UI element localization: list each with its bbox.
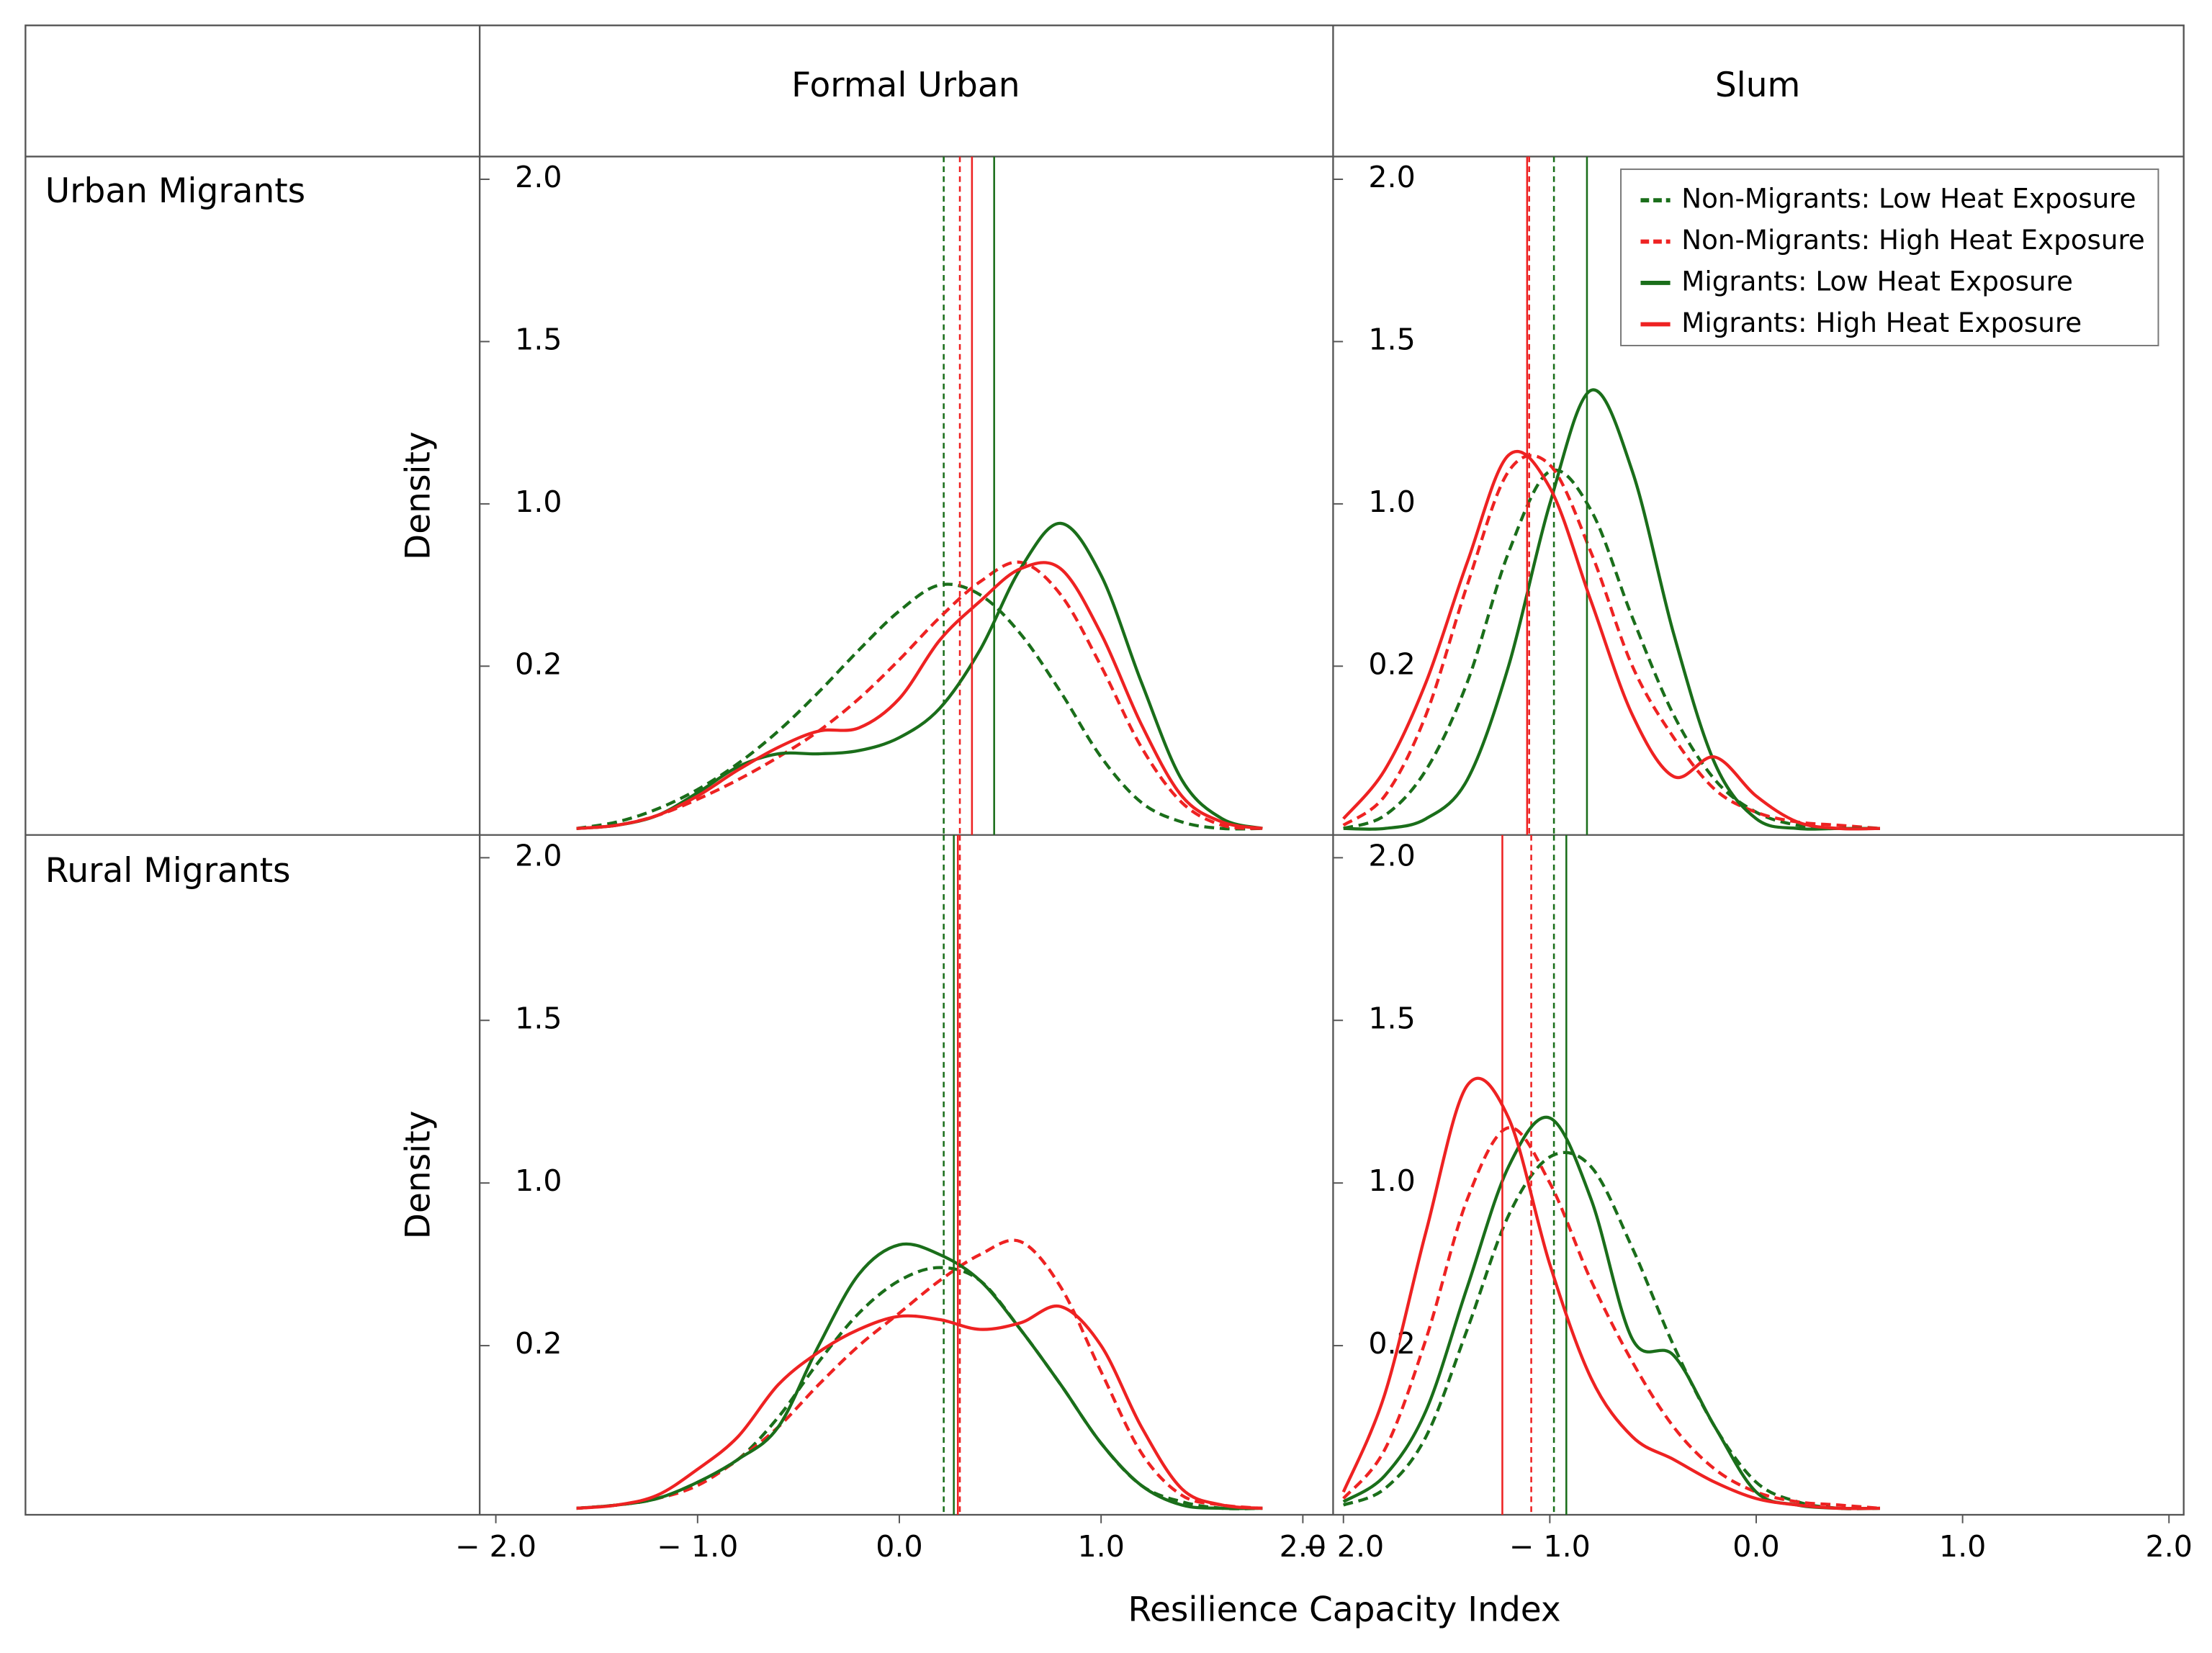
y-tick-label: 2.0 (515, 160, 562, 194)
x-tick-label: − 1.0 (1509, 1529, 1591, 1564)
y-tick-label: 1.0 (515, 1163, 562, 1198)
x-tick-label: 2.0 (2146, 1529, 2193, 1564)
legend-label: Migrants: High Heat Exposure (1681, 307, 2082, 338)
legend: Non-Migrants: Low Heat Exposure Non-Migra… (1620, 168, 2159, 346)
y-tick-label: 0.2 (515, 1326, 562, 1361)
density-curve (1342, 1150, 1880, 1510)
x-tick-label: − 1.0 (657, 1529, 738, 1564)
x-tick-label: 2.0 (1280, 1529, 1326, 1564)
x-tick-label: 1.0 (1939, 1529, 1986, 1564)
density-curve (576, 1242, 1263, 1510)
row-header: Urban Migrants (45, 171, 305, 211)
row-header: Rural Migrants (45, 851, 291, 891)
density-curve (576, 1304, 1263, 1510)
outer-border (24, 24, 2185, 1516)
y-tick-label: 1.0 (1368, 1163, 1415, 1198)
density-curve (1343, 388, 1880, 831)
legend-box (1620, 168, 2159, 346)
plot-area (576, 834, 1263, 1515)
legend-label: Migrants: Low Heat Exposure (1681, 265, 2073, 297)
y-tick-label: 1.5 (515, 322, 562, 356)
y-axis-label: Density (398, 431, 438, 560)
table-frame (24, 24, 2185, 1516)
density-curve (576, 560, 1263, 830)
y-tick-label: 1.5 (515, 1001, 562, 1035)
plot-area (1341, 834, 1881, 1515)
column-header: Formal Urban (791, 66, 1020, 105)
y-tick-label: 0.2 (1368, 647, 1415, 681)
density-curve (1342, 449, 1880, 831)
density-curve (1342, 454, 1881, 830)
x-axis-label: Resilience Capacity Index (1128, 1590, 1560, 1630)
density-curve (1342, 1126, 1881, 1510)
y-tick-label: 1.5 (1368, 322, 1415, 356)
legend-label: Non-Migrants: High Heat Exposure (1681, 224, 2145, 256)
y-axis-label: Density (398, 1111, 438, 1240)
x-tick-label: − 2.0 (1303, 1529, 1384, 1564)
plot-area (1342, 156, 1881, 835)
y-tick-label: 0.2 (515, 647, 562, 681)
density-curve (576, 582, 1263, 831)
density-curve (1341, 1076, 1880, 1510)
y-tick-label: 2.0 (1368, 838, 1415, 873)
density-curve (576, 521, 1263, 830)
density-curve (1343, 468, 1880, 831)
column-header: Slum (1715, 66, 1800, 105)
density-curve (1342, 1115, 1880, 1510)
plot-area (576, 156, 1263, 835)
x-tick-label: − 2.0 (455, 1529, 536, 1564)
x-tick-label: 1.0 (1077, 1529, 1124, 1564)
y-tick-label: 1.5 (1368, 1001, 1415, 1035)
x-tick-label: 0.0 (1732, 1529, 1779, 1564)
y-tick-label: 0.2 (1368, 1326, 1415, 1361)
legend-label: Non-Migrants: Low Heat Exposure (1681, 183, 2136, 215)
y-tick-label: 1.0 (515, 485, 562, 519)
y-tick-label: 2.0 (1368, 160, 1415, 194)
x-tick-label: 0.0 (876, 1529, 922, 1564)
y-tick-label: 1.0 (1368, 485, 1415, 519)
density-curve (576, 1266, 1263, 1510)
y-tick-label: 2.0 (515, 838, 562, 873)
density-curve (576, 1238, 1263, 1510)
density-curve (576, 561, 1263, 830)
